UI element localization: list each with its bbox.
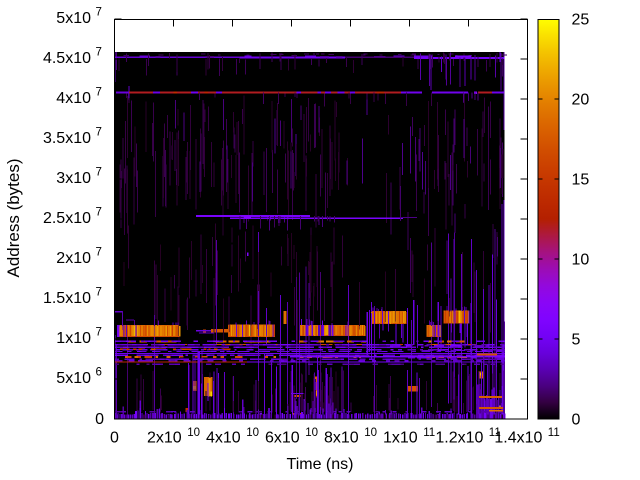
svg-text:7: 7 (96, 327, 102, 339)
svg-text:3x10: 3x10 (56, 170, 91, 187)
svg-text:1x10: 1x10 (56, 330, 91, 347)
svg-text:4.5x10: 4.5x10 (43, 50, 91, 67)
svg-text:1.5x10: 1.5x10 (43, 290, 91, 307)
svg-text:7: 7 (96, 167, 102, 179)
svg-text:5: 5 (572, 332, 581, 349)
svg-text:2x10: 2x10 (56, 250, 91, 267)
svg-text:10: 10 (572, 252, 590, 269)
svg-text:4x10: 4x10 (56, 90, 91, 107)
svg-text:5x10: 5x10 (56, 370, 91, 387)
svg-text:10: 10 (246, 427, 259, 439)
svg-text:0: 0 (95, 411, 104, 428)
svg-text:4x10: 4x10 (206, 430, 241, 447)
svg-text:11: 11 (548, 427, 560, 439)
svg-text:0: 0 (110, 430, 119, 447)
svg-text:11: 11 (489, 427, 501, 439)
svg-text:7: 7 (96, 127, 102, 139)
svg-text:11: 11 (423, 427, 435, 439)
svg-text:6x10: 6x10 (265, 430, 300, 447)
svg-text:7: 7 (96, 87, 102, 99)
svg-text:1.4x10: 1.4x10 (494, 430, 542, 447)
svg-text:2.5x10: 2.5x10 (43, 210, 91, 227)
svg-text:10: 10 (187, 427, 200, 439)
svg-text:Time (ns): Time (ns) (287, 456, 354, 473)
svg-text:7: 7 (96, 7, 102, 19)
svg-text:10: 10 (364, 427, 377, 439)
svg-text:8x10: 8x10 (324, 430, 359, 447)
svg-text:0: 0 (572, 412, 581, 429)
svg-text:2x10: 2x10 (147, 430, 182, 447)
svg-text:7: 7 (96, 247, 102, 259)
svg-text:10: 10 (305, 427, 318, 439)
svg-text:1.2x10: 1.2x10 (435, 430, 483, 447)
svg-text:1x10: 1x10 (383, 430, 418, 447)
svg-text:20: 20 (572, 92, 590, 109)
svg-text:5x10: 5x10 (56, 10, 91, 27)
svg-text:Address (bytes): Address (bytes) (4, 158, 23, 277)
svg-text:3.5x10: 3.5x10 (43, 130, 91, 147)
svg-text:7: 7 (96, 287, 102, 299)
svg-text:7: 7 (96, 47, 102, 59)
svg-text:6: 6 (96, 367, 102, 379)
svg-text:7: 7 (96, 207, 102, 219)
svg-text:25: 25 (572, 12, 590, 29)
svg-text:15: 15 (572, 172, 590, 189)
